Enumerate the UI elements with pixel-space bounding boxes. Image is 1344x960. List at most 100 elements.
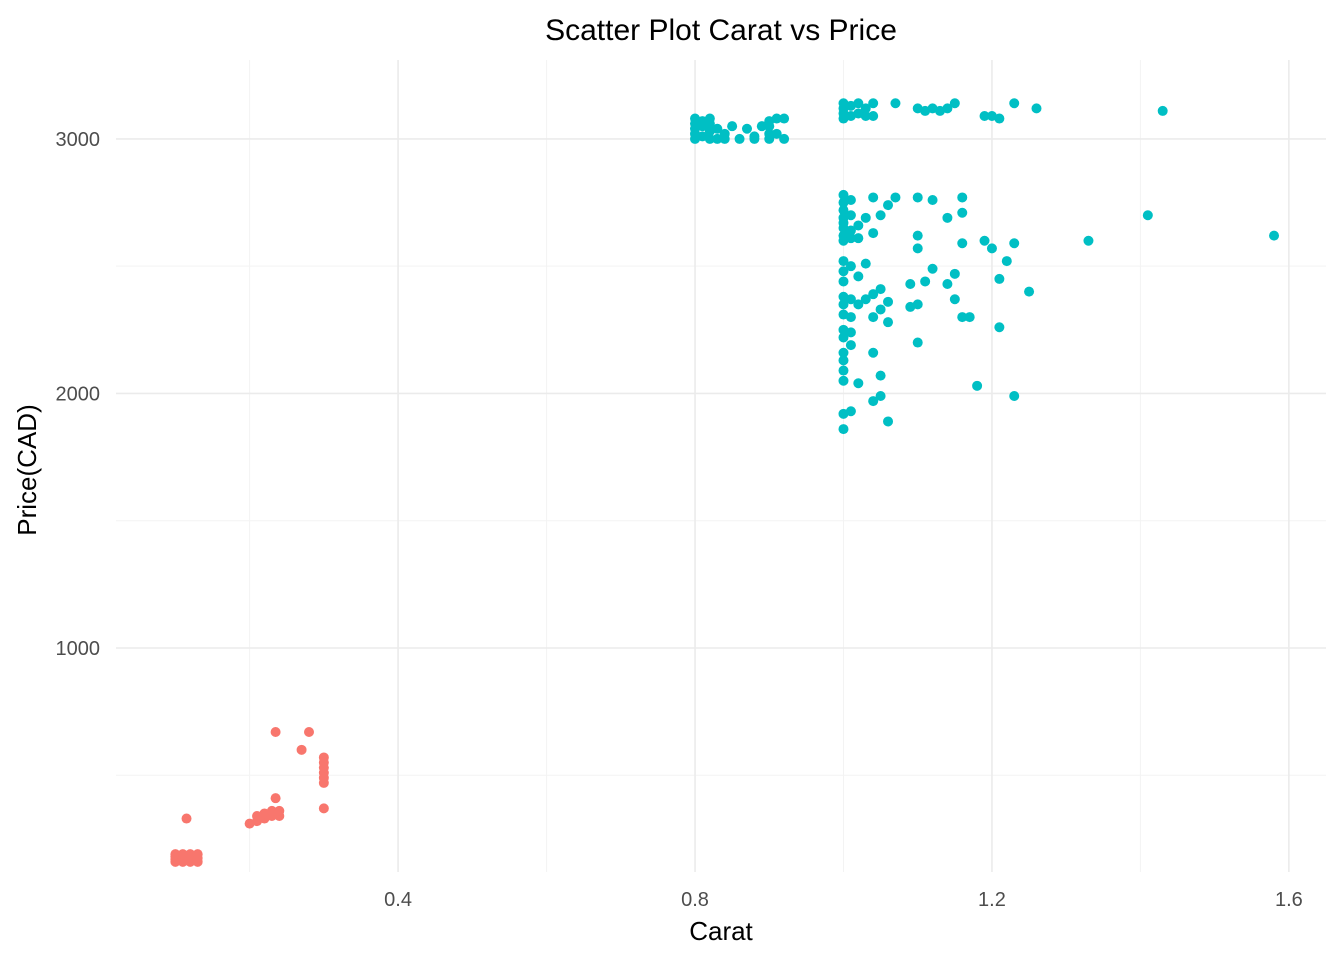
data-point: [845, 312, 856, 323]
data-point: [1009, 98, 1020, 109]
data-point: [845, 225, 856, 236]
data-point: [912, 243, 923, 254]
data-point: [868, 192, 879, 203]
data-point: [838, 347, 849, 358]
x-tick-label: 0.4: [384, 889, 412, 911]
data-point: [318, 803, 329, 814]
data-point: [296, 744, 307, 755]
data-point: [994, 273, 1005, 284]
data-point: [779, 133, 790, 144]
data-point: [853, 271, 864, 282]
x-tick-label: 1.2: [978, 889, 1006, 911]
data-point: [704, 133, 715, 144]
data-point: [979, 111, 990, 121]
data-points: [170, 98, 1280, 867]
data-point: [875, 370, 886, 381]
data-point: [704, 113, 715, 124]
data-point: [912, 299, 923, 310]
data-point: [860, 258, 871, 269]
data-point: [912, 337, 923, 348]
data-point: [192, 849, 203, 860]
data-point: [927, 195, 938, 205]
tick-labels: 0.4 0.8 1.2 1.6 1000 2000 3000: [56, 129, 1303, 911]
data-point: [845, 210, 856, 221]
data-point: [883, 296, 894, 307]
data-point: [712, 123, 723, 134]
data-point: [1009, 391, 1020, 401]
data-point: [868, 98, 879, 109]
data-point: [942, 279, 953, 289]
data-point: [875, 304, 886, 315]
data-point: [845, 294, 856, 305]
data-point: [912, 230, 923, 241]
data-point: [890, 98, 901, 109]
data-point: [764, 128, 775, 139]
data-point: [875, 284, 886, 295]
data-point: [912, 192, 923, 203]
data-point: [957, 238, 968, 249]
data-point: [979, 235, 990, 246]
data-point: [845, 233, 856, 244]
data-point: [853, 98, 864, 109]
y-axis-title: Price(CAD): [12, 404, 42, 535]
data-point: [266, 805, 277, 816]
data-point: [853, 233, 864, 244]
data-point: [838, 299, 849, 310]
data-point: [927, 263, 938, 274]
data-point: [868, 396, 879, 407]
data-point: [1031, 103, 1042, 114]
data-point: [838, 189, 849, 200]
data-point: [868, 312, 879, 323]
data-point: [838, 332, 849, 343]
data-point: [838, 375, 849, 386]
data-point: [177, 849, 188, 860]
x-axis-title: Carat: [689, 916, 753, 946]
data-point: [868, 289, 879, 300]
data-point: [860, 103, 871, 114]
data-point: [853, 378, 864, 389]
data-point: [994, 113, 1005, 124]
data-point: [845, 327, 856, 338]
data-point: [920, 276, 931, 287]
data-point: [185, 849, 196, 860]
data-point: [734, 133, 745, 144]
y-tick-label: 1000: [56, 638, 101, 660]
data-point: [957, 207, 968, 218]
data-point: [274, 805, 285, 816]
data-point: [838, 424, 849, 435]
data-point: [181, 813, 192, 824]
data-point: [838, 276, 849, 287]
data-point: [868, 347, 879, 358]
x-tick-label: 0.8: [681, 889, 709, 911]
data-point: [875, 210, 886, 221]
data-point: [905, 279, 916, 289]
data-point: [712, 133, 723, 144]
data-point: [1001, 256, 1012, 267]
data-point: [994, 322, 1005, 333]
y-tick-label: 3000: [56, 129, 101, 151]
data-point: [741, 123, 752, 134]
data-point: [972, 380, 983, 391]
data-point: [304, 727, 315, 737]
data-point: [986, 243, 997, 254]
data-point: [949, 294, 960, 305]
data-point: [1157, 105, 1168, 116]
chart-title: Scatter Plot Carat vs Price: [545, 14, 897, 47]
data-point: [860, 212, 871, 223]
data-point: [1083, 235, 1094, 246]
data-point: [838, 266, 849, 277]
data-point: [779, 113, 790, 124]
data-point: [727, 121, 738, 132]
data-point: [1269, 230, 1280, 241]
data-point: [942, 212, 953, 223]
data-point: [1009, 238, 1020, 249]
data-point: [949, 98, 960, 109]
data-point: [890, 192, 901, 203]
data-point: [853, 299, 864, 310]
data-point: [942, 103, 953, 114]
data-point: [270, 793, 281, 804]
data-point: [957, 192, 968, 203]
data-point: [719, 128, 730, 139]
data-point: [270, 727, 281, 737]
